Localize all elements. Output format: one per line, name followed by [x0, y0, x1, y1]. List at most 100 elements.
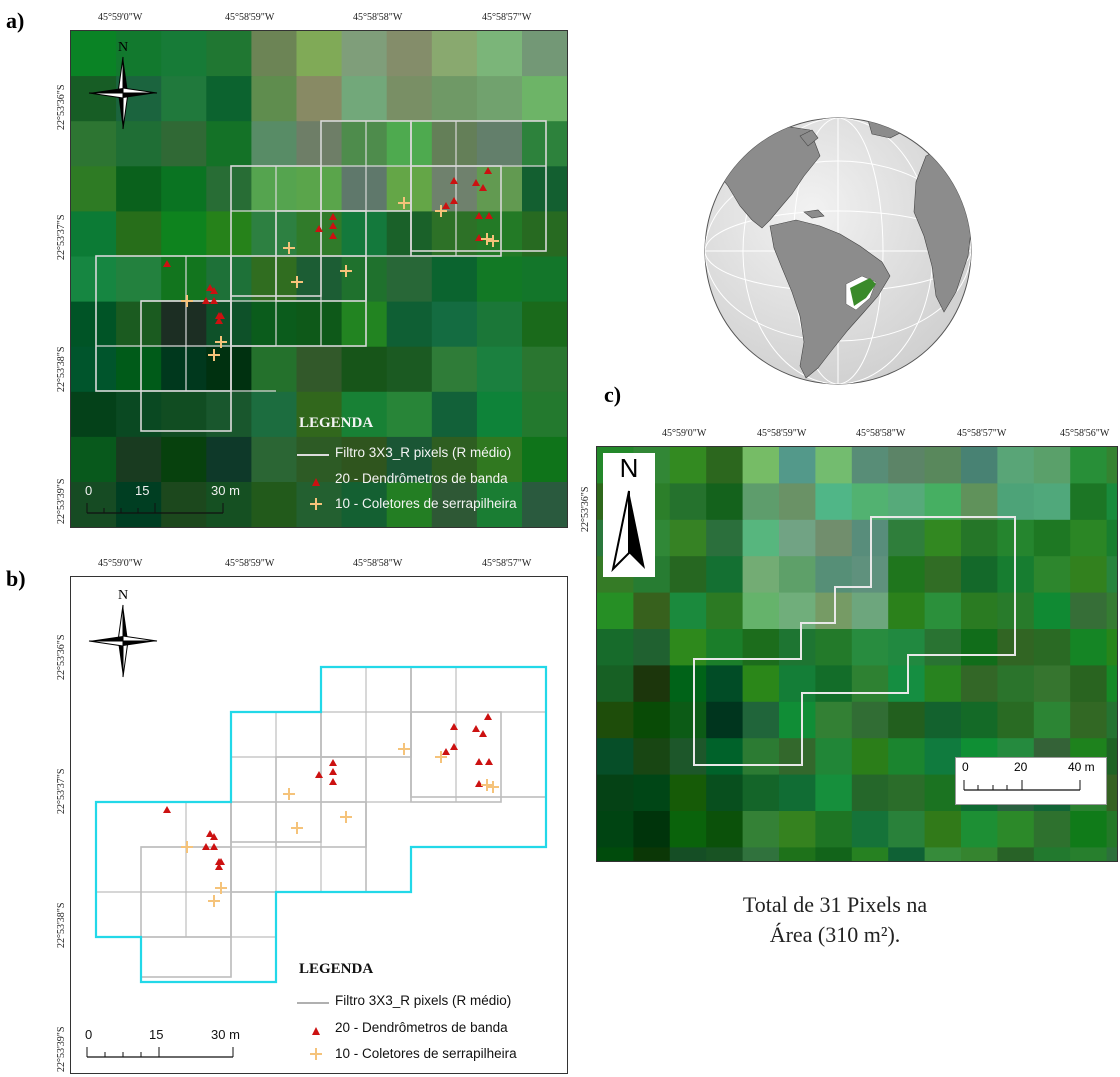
scale-bar-c: 0 20 40 m — [955, 757, 1107, 805]
pixel-cell — [341, 256, 388, 303]
pixel-cell — [296, 346, 343, 393]
pixel-cell — [851, 665, 890, 703]
north-arrow-b: N — [85, 585, 161, 681]
collector-marker — [291, 822, 303, 834]
pixel-cell — [71, 256, 118, 303]
pixel-cell — [522, 436, 567, 483]
collector-marker — [283, 242, 295, 254]
svg-text:N: N — [118, 40, 128, 55]
collector-marker — [215, 882, 227, 894]
pixel-cell — [1033, 483, 1072, 521]
pixel-cell — [961, 447, 999, 485]
pixel-cell — [522, 391, 567, 438]
pixel-cell — [161, 482, 208, 527]
pixel-cell — [851, 847, 890, 861]
map-b-frame: N LEGENDA Filtro 3X3_R pixels (R médio) … — [70, 576, 568, 1074]
dendrometer-marker — [163, 260, 171, 267]
pixel-cell — [888, 483, 926, 521]
lat-tick-b-4: 22°53'39"S — [56, 1026, 67, 1072]
pixel-cell — [161, 436, 208, 483]
legend-label-dendrometer-a: 20 - Dendrômetros de banda — [335, 471, 508, 486]
lon-tick-b-4: 45°58'57"W — [482, 558, 532, 569]
pixel-cell — [1033, 701, 1072, 740]
pixel-cell — [476, 482, 523, 527]
pixel-cell — [1070, 665, 1108, 703]
pixel-cell — [522, 482, 567, 527]
pixel-cell — [706, 556, 744, 594]
collector-marker — [181, 295, 193, 307]
pixel-cell — [1106, 592, 1117, 630]
pixel-cell — [669, 811, 708, 849]
scale-bar-b: 0 15 30 m — [83, 1027, 253, 1067]
dendrometer-marker — [442, 748, 450, 755]
pixel-cell — [522, 256, 567, 303]
pixel-cell — [296, 76, 343, 123]
pixel-cell — [1070, 519, 1108, 558]
pixel-cell — [522, 121, 567, 168]
lat-tick-b-2: 22°53'37"S — [56, 768, 67, 814]
pixel-cell — [669, 847, 708, 861]
pixel-cell — [1070, 701, 1108, 740]
pixel-cell — [341, 391, 388, 438]
collector-marker — [208, 895, 220, 907]
panel-c-label: c) — [604, 382, 622, 407]
pixel-cell — [815, 847, 853, 861]
pixel-cell — [779, 665, 817, 703]
pixel-cell — [851, 738, 890, 776]
pixel-cell — [779, 738, 817, 776]
pixel-cell — [597, 629, 635, 667]
dendrometer-marker — [329, 778, 337, 785]
pixel-cell — [997, 629, 1035, 667]
lat-tick-a-4: 22°53'39"S — [56, 478, 67, 524]
pixel-cell — [1106, 738, 1117, 776]
pixel-cell — [431, 301, 478, 348]
pixel-cell — [206, 436, 253, 483]
lat-tick-b-1: 22°53'36"S — [56, 634, 67, 680]
pixel-cell — [522, 301, 567, 348]
pixel-cell — [386, 256, 433, 303]
plus-icon — [310, 498, 322, 510]
pixel-cell — [251, 482, 298, 527]
pixel-cell — [815, 483, 853, 521]
lat-tick-b-3: 22°53'38"S — [56, 902, 67, 948]
triangle-icon — [312, 1027, 320, 1035]
pixel-cell — [961, 811, 999, 849]
collector-marker — [208, 349, 220, 361]
dendrometer-marker — [329, 222, 337, 229]
dendrometer-marker — [479, 184, 487, 191]
dendrometer-marker — [450, 197, 458, 204]
pixel-cell — [1033, 556, 1072, 594]
pixel-cell — [1033, 847, 1072, 861]
collector-marker — [283, 788, 295, 800]
pixel-cell — [633, 811, 671, 849]
pixel-cell — [296, 391, 343, 438]
pixel-cell — [431, 391, 478, 438]
pixel-cell — [706, 665, 744, 703]
study-area-outline — [94, 665, 548, 984]
pixel-cell — [116, 166, 163, 213]
pixel-cell — [851, 811, 890, 849]
pixel-cell — [116, 436, 163, 483]
pixel-cell — [815, 774, 853, 812]
scale-label-30-b: 30 m — [211, 1027, 240, 1042]
pixel-cell — [669, 483, 708, 521]
area-31-pixels-outline — [693, 516, 1016, 766]
dendrometer-marker — [202, 843, 210, 850]
pixel-cell — [815, 629, 853, 667]
pixel-cell — [71, 391, 118, 438]
pixel-cell — [706, 774, 744, 812]
scale-label-15-a: 15 — [135, 483, 150, 498]
filter-grid-block — [95, 801, 232, 938]
legend-item-line-b — [297, 995, 331, 1013]
pixel-cell — [116, 346, 163, 393]
pixel-cell — [206, 31, 253, 78]
lon-tick-b-1: 45°59'0"W — [98, 558, 143, 569]
north-label-c: N — [619, 453, 639, 483]
scale-label-40-c: 40 m — [1068, 760, 1095, 774]
pixel-cell — [633, 592, 671, 630]
pixel-cell — [924, 665, 962, 703]
pixel-cell — [431, 121, 478, 168]
pixel-cell — [997, 701, 1035, 740]
legend-label-collector-b: 10 - Coletores de serrapilheira — [335, 1046, 517, 1061]
pixel-cell — [386, 76, 433, 123]
